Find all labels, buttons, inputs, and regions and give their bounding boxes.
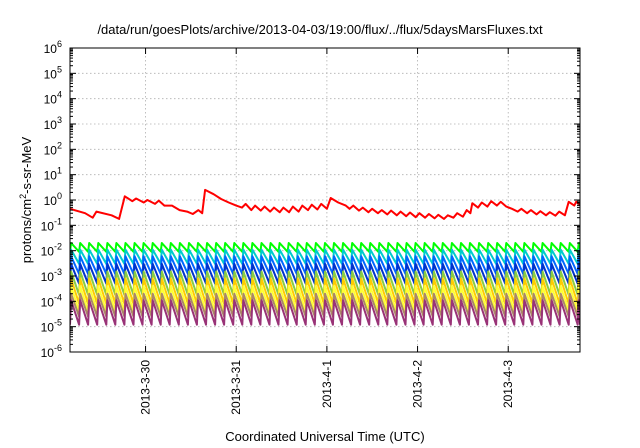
y-tick-label: 102	[44, 140, 62, 157]
series-line	[70, 270, 580, 296]
y-tick-exponent: 2	[57, 140, 62, 150]
y-tick-base: 10	[44, 118, 58, 132]
y-axis-label-rest: -s-sr-MeV	[19, 136, 34, 193]
series-line	[70, 299, 580, 326]
x-axis-label: Coordinated Universal Time (UTC)	[225, 429, 424, 444]
y-tick-exponent: -5	[54, 318, 62, 328]
x-tick-label: 2013-4-2	[411, 360, 425, 408]
y-tick-base: 10	[41, 346, 55, 360]
y-axis-label-superscript: 2	[18, 194, 28, 199]
y-tick-exponent: -1	[54, 216, 62, 226]
y-tick-exponent: 0	[57, 191, 62, 201]
y-tick-label: 10-4	[41, 292, 62, 309]
y-tick-label: 100	[44, 191, 62, 208]
x-tick-label: 2013-4-3	[501, 360, 515, 408]
y-tick-exponent: -2	[54, 242, 62, 252]
y-tick-exponent: -4	[54, 292, 62, 302]
y-tick-exponent: 4	[57, 90, 62, 100]
x-axis: 2013-3-30 2013-3-31 2013-4-1 2013-4-2 2013-4…	[139, 48, 515, 415]
y-axis: 10-610-510-410-310-210-11001011021031041…	[41, 39, 580, 360]
y-tick-base: 10	[41, 295, 55, 309]
series-line	[70, 242, 580, 253]
y-tick-label: 104	[44, 90, 62, 107]
y-tick-base: 10	[41, 219, 55, 233]
y-tick-exponent: 5	[57, 64, 62, 74]
y-tick-base: 10	[44, 67, 58, 81]
y-tick-base: 10	[44, 169, 58, 183]
y-tick-label: 10-6	[41, 343, 62, 360]
y-tick-base: 10	[41, 321, 55, 335]
series-layer	[70, 188, 580, 326]
y-tick-exponent: -6	[54, 343, 62, 353]
y-axis-label-main: protons/cm	[19, 199, 34, 263]
y-tick-label: 101	[44, 166, 62, 183]
y-tick-label: 10-2	[41, 242, 62, 259]
y-tick-label: 106	[44, 39, 62, 56]
series-line	[70, 262, 580, 285]
y-tick-label: 105	[44, 64, 62, 81]
series-line	[70, 285, 580, 313]
y-tick-exponent: 3	[57, 115, 62, 125]
series-line	[70, 188, 580, 220]
y-tick-label: 10-5	[41, 318, 62, 335]
series-line	[70, 255, 580, 275]
y-tick-exponent: 1	[57, 166, 62, 176]
y-tick-exponent: -3	[54, 267, 62, 277]
y-tick-label: 103	[44, 115, 62, 132]
chart-title: /data/run/goesPlots/archive/2013-04-03/1…	[97, 22, 543, 37]
series-line	[70, 277, 580, 305]
y-axis-label: protons/cm2-s-sr-MeV	[18, 136, 34, 263]
y-tick-base: 10	[44, 143, 58, 157]
y-tick-label: 10-3	[41, 267, 62, 284]
y-tick-label: 10-1	[41, 216, 62, 233]
x-tick-label: 2013-4-1	[320, 360, 334, 408]
x-tick-label: 2013-3-30	[139, 360, 153, 415]
y-tick-base: 10	[44, 93, 58, 107]
y-tick-base: 10	[41, 270, 55, 284]
y-tick-base: 10	[41, 245, 55, 259]
y-tick-exponent: 6	[57, 39, 62, 49]
y-tick-base: 10	[44, 42, 58, 56]
x-tick-label: 2013-3-31	[229, 360, 243, 415]
series-line	[70, 248, 580, 265]
y-tick-base: 10	[44, 194, 58, 208]
series-line	[70, 292, 580, 318]
